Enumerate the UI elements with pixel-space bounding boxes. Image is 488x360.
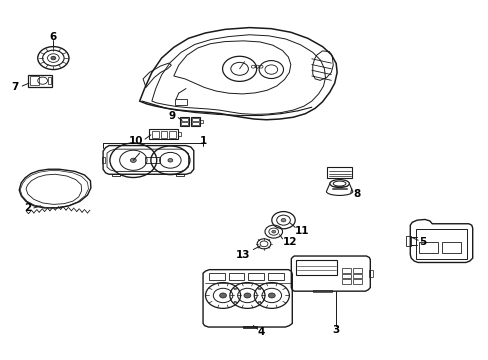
Bar <box>27 75 52 87</box>
Bar <box>248 273 264 280</box>
Bar <box>30 76 39 85</box>
Bar <box>169 131 176 138</box>
Bar <box>352 274 361 278</box>
Bar <box>341 274 350 278</box>
Bar <box>191 118 198 121</box>
Text: 1: 1 <box>199 136 206 146</box>
Circle shape <box>244 293 250 298</box>
Circle shape <box>167 158 172 162</box>
Text: 5: 5 <box>419 237 426 247</box>
Bar <box>191 122 198 126</box>
Bar <box>341 279 350 284</box>
Bar <box>296 260 336 275</box>
Bar <box>102 157 105 163</box>
Text: 9: 9 <box>168 111 176 121</box>
Bar <box>406 236 410 246</box>
Bar <box>228 273 244 280</box>
Text: 7: 7 <box>12 82 19 93</box>
Bar <box>175 99 187 105</box>
Bar <box>341 268 350 273</box>
Text: 10: 10 <box>129 136 143 145</box>
Bar <box>190 117 199 126</box>
Bar <box>152 131 158 138</box>
Circle shape <box>51 56 56 60</box>
Bar <box>112 174 120 176</box>
Circle shape <box>281 219 285 222</box>
Text: 4: 4 <box>257 327 264 337</box>
Circle shape <box>130 158 136 162</box>
Bar <box>267 273 283 280</box>
Text: 6: 6 <box>50 32 57 42</box>
Bar <box>209 273 224 280</box>
Text: 8: 8 <box>352 189 360 199</box>
Text: 12: 12 <box>282 237 297 247</box>
Bar <box>176 174 183 176</box>
Circle shape <box>219 293 226 298</box>
Bar <box>177 132 181 136</box>
Bar <box>48 77 51 84</box>
Bar <box>242 325 257 328</box>
Bar <box>180 117 188 126</box>
Text: 2: 2 <box>24 203 31 213</box>
Bar <box>415 229 466 259</box>
Bar <box>312 290 331 292</box>
Bar <box>352 279 361 284</box>
Bar <box>199 121 202 123</box>
Bar <box>160 131 167 138</box>
Bar <box>149 130 177 139</box>
Bar <box>327 167 351 178</box>
Text: 3: 3 <box>332 325 339 335</box>
Bar <box>352 268 361 273</box>
Circle shape <box>268 293 275 298</box>
Bar <box>145 157 159 163</box>
Text: 13: 13 <box>236 249 250 260</box>
Bar <box>442 242 460 253</box>
Bar <box>181 122 187 126</box>
Text: 11: 11 <box>294 226 308 236</box>
Bar <box>181 118 187 121</box>
Bar <box>418 242 437 253</box>
Bar <box>368 270 372 277</box>
Circle shape <box>271 230 275 233</box>
